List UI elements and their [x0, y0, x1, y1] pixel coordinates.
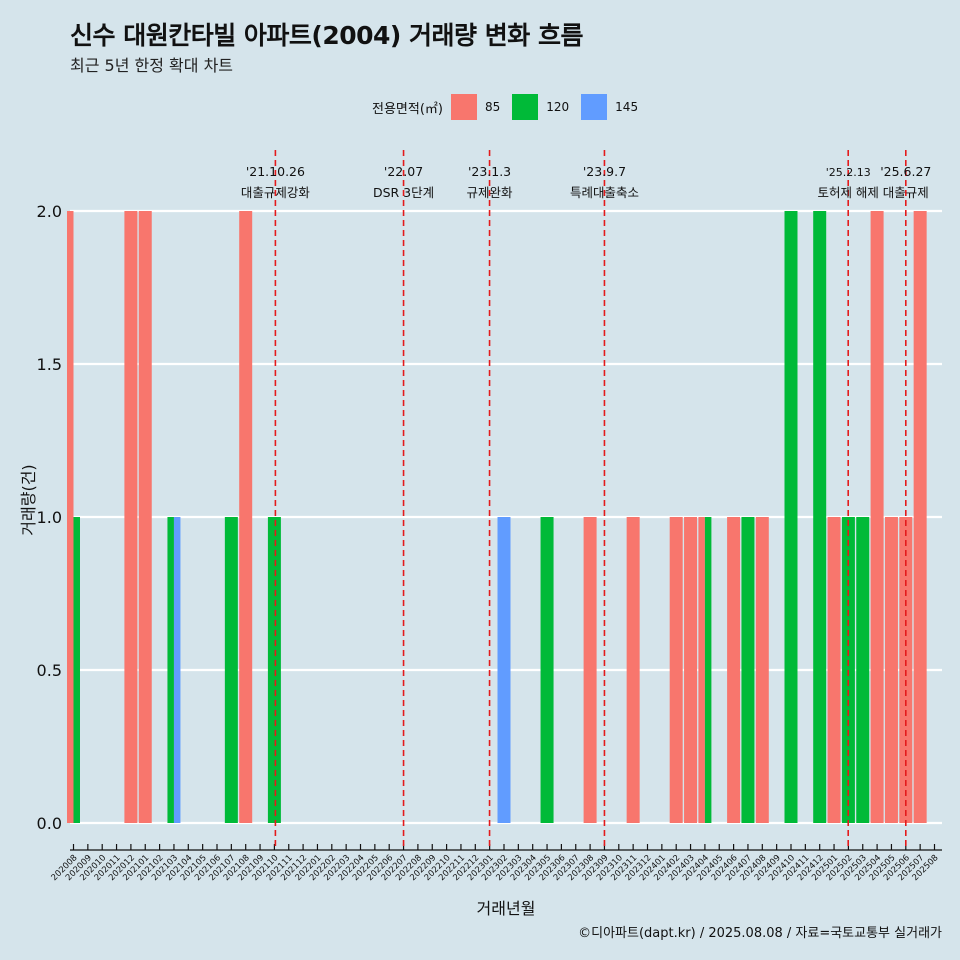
legend: 전용면적(㎡) 85 120 145	[372, 92, 650, 122]
x-axis-title: 거래년월	[477, 899, 536, 918]
annotation-date: '21.10.26	[246, 164, 305, 179]
bar-120-202407	[741, 517, 755, 823]
bar-120-202008	[73, 517, 80, 823]
bar-145-202103	[173, 517, 181, 823]
bar-120-202110	[267, 517, 281, 823]
y-tick-label: 2.0	[37, 202, 62, 221]
bar-120-202503	[856, 517, 870, 823]
bar-85-202408	[755, 517, 769, 823]
legend-item-145: 145	[581, 94, 638, 120]
bar-85-202403	[684, 517, 698, 823]
bar-85-202311	[626, 517, 640, 823]
legend-swatch-120	[512, 94, 539, 120]
y-tick-label: 0.0	[37, 814, 62, 833]
legend-item-85: 85	[450, 94, 501, 120]
y-tick-label: 1.5	[37, 355, 62, 374]
annotation-date: '23.1.3	[468, 164, 511, 179]
y-tick-label: 1.0	[37, 508, 62, 527]
bar-85-202404	[698, 517, 705, 823]
bar-85-202507	[913, 211, 927, 823]
annotation-label: 규제완화	[467, 185, 514, 200]
legend-swatch-85	[450, 94, 477, 120]
y-tick-label: 0.5	[37, 661, 62, 680]
bar-120-202404	[704, 517, 712, 823]
chart-subtitle: 최근 5년 한정 확대 차트	[70, 56, 234, 75]
bar-120-202305	[540, 517, 554, 823]
annotation-label: DSR 3단계	[373, 185, 434, 200]
bar-145-202302	[497, 517, 511, 823]
legend-label-120: 120	[546, 100, 570, 114]
bar-120-202412	[813, 211, 827, 823]
annotation-label: 대출규제	[883, 185, 929, 200]
legend-label-145: 145	[615, 100, 639, 114]
bar-120-202107	[224, 517, 238, 823]
annotation-label: 토허제 해제	[817, 185, 878, 200]
annotation-label: 특례대출축소	[570, 185, 639, 200]
annotation-label: 대출규제강화	[241, 185, 311, 200]
bar-85-202308	[583, 517, 597, 823]
bar-85-202012	[124, 211, 138, 823]
annotation-date: '22.07	[384, 164, 423, 179]
annotation-date: '23.9.7	[583, 164, 626, 179]
bar-85-202008	[67, 211, 74, 823]
chart-title: 신수 대원칸타빌 아파트(2004) 거래량 변화 흐름	[70, 21, 583, 50]
bar-85-202402	[669, 517, 683, 823]
annotation-date: '25.6.27	[880, 164, 931, 179]
bar-85-202504	[870, 211, 884, 823]
bar-85-202108	[239, 211, 253, 823]
annotation-date: '25.2.13	[826, 166, 871, 179]
bar-120-202103	[167, 517, 174, 823]
y-axis-title: 거래량(건)	[19, 464, 38, 535]
legend-swatch-145	[581, 94, 608, 120]
bar-85-202406	[727, 517, 741, 823]
bar-85-202505	[884, 517, 898, 823]
legend-title: 전용면적(㎡)	[372, 101, 443, 117]
bar-85-202101	[138, 211, 152, 823]
bar-120-202410	[784, 211, 798, 823]
bar-85-202501	[827, 517, 841, 823]
source-caption: ©디아파트(dapt.kr) / 2025.08.08 / 자료=국토교통부 실…	[578, 926, 942, 941]
legend-item-120: 120	[512, 94, 569, 120]
legend-label-85: 85	[484, 100, 501, 114]
